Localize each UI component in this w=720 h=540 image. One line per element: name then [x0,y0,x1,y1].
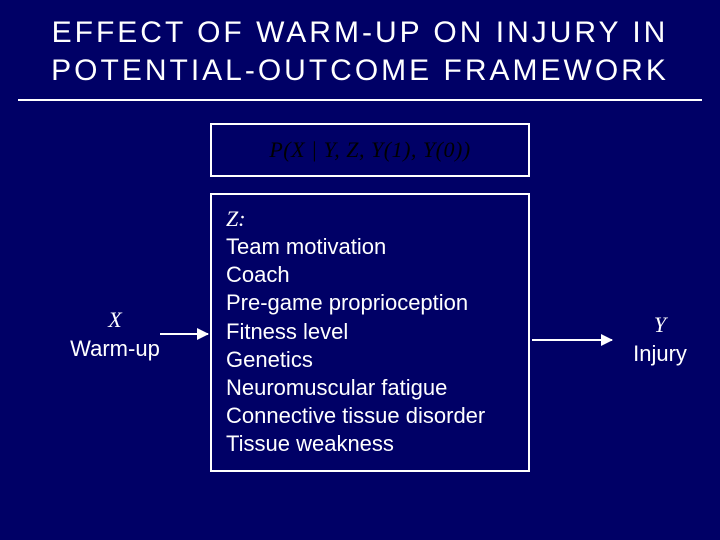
x-label: Warm-up [60,335,170,364]
probability-formula: P(X | Y, Z, Y(1), Y(0)) [269,137,470,163]
diagram-area: P(X | Y, Z, Y(1), Y(0)) Z: Team motivati… [0,101,720,521]
y-label: Injury [620,340,700,369]
x-variable: X [60,306,170,335]
y-variable: Y [620,311,700,340]
z-item: Genetics [226,346,514,374]
z-item: Team motivation [226,233,514,261]
z-item: Fitness level [226,318,514,346]
z-item: Coach [226,261,514,289]
z-item: Tissue weakness [226,430,514,458]
title-line2: POTENTIAL-OUTCOME FRAMEWORK [51,54,669,87]
z-item: Connective tissue disorder [226,402,514,430]
arrow-z-to-y [532,339,612,341]
y-node: Y Injury [620,311,700,368]
title-line1: EFFECT OF WARM-UP ON INJURY IN [52,16,669,49]
formula-box: P(X | Y, Z, Y(1), Y(0)) [210,123,530,177]
z-label: Z: [226,206,246,231]
z-covariates-box: Z: Team motivation Coach Pre-game propri… [210,193,530,472]
slide-title: EFFECT OF WARM-UP ON INJURY IN POTENTIAL… [0,0,720,95]
arrow-x-to-z [160,333,208,335]
z-item: Neuromuscular fatigue [226,374,514,402]
z-item: Pre-game proprioception [226,289,514,317]
x-node: X Warm-up [60,306,170,363]
